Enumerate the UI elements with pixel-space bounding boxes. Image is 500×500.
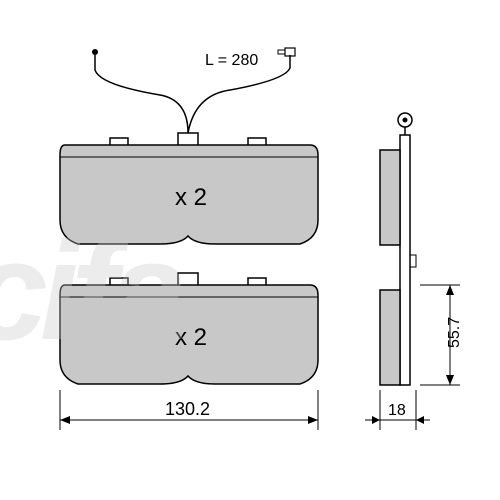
wire-sensor — [92, 48, 295, 133]
thickness-dim-label: 18 — [388, 402, 406, 419]
bottom-pad-quantity: x 2 — [175, 324, 207, 351]
height-dimension: 55.7 — [420, 285, 463, 385]
thickness-dimension: 18 — [365, 390, 430, 430]
technical-drawing-svg: x 2 L = 280 x 2 — [0, 0, 500, 500]
height-dim-label: 55.7 — [446, 317, 463, 348]
width-dim-label: 130.2 — [165, 399, 210, 419]
wire-length-label: L = 280 — [205, 52, 258, 69]
width-dimension: 130.2 — [60, 390, 318, 430]
side-view — [380, 113, 416, 385]
bottom-pad-front: x 2 — [60, 273, 318, 384]
diagram-container: x 2 L = 280 x 2 — [0, 0, 500, 500]
top-pad-front: x 2 — [60, 133, 318, 244]
top-pad-quantity: x 2 — [175, 184, 207, 211]
